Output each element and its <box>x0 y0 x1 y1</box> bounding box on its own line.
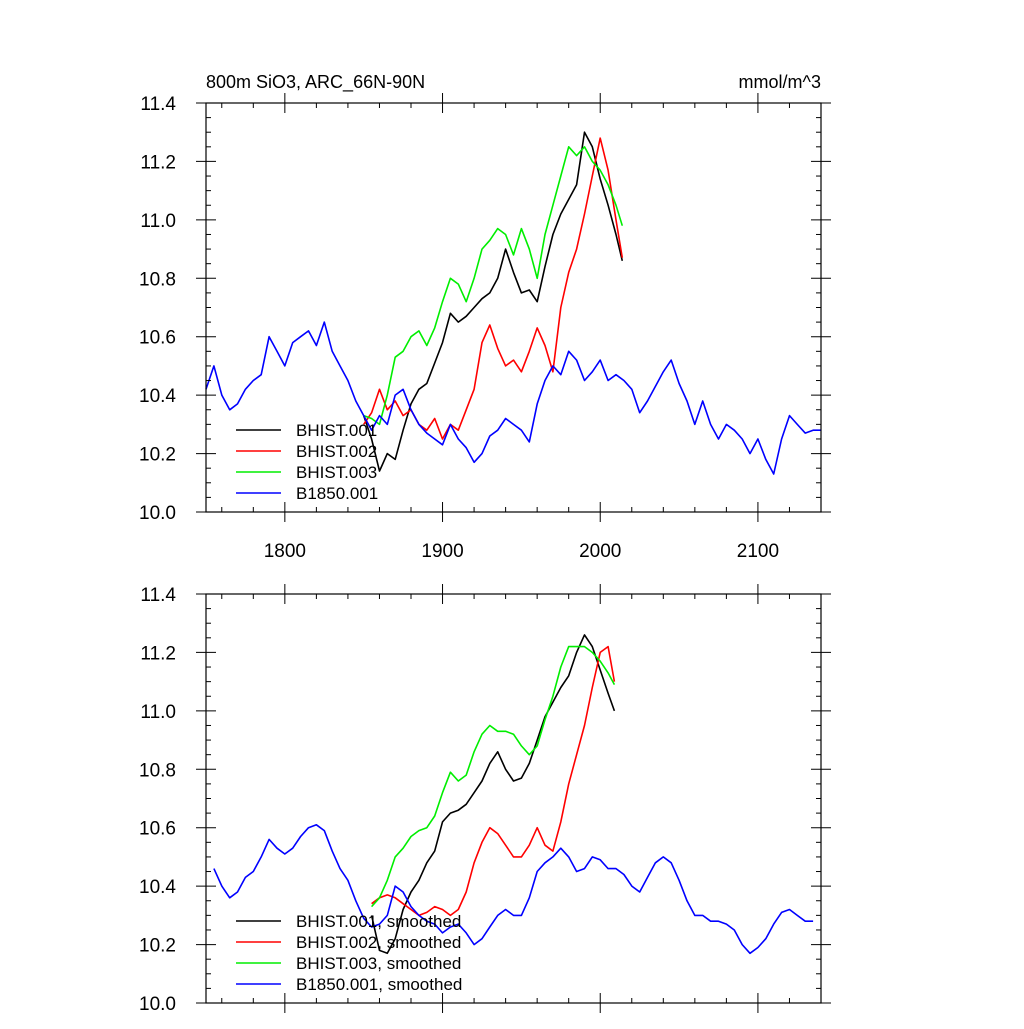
x-tick-label: 2000 <box>579 541 621 562</box>
legend-label: B1850.001, smoothed <box>296 975 462 994</box>
chart-panel-2: 10.0 10.2 10.4 10.6 10.8 11.0 11.2 11.4 BHIST.00… <box>139 584 831 1015</box>
chart-title: 800m SiO3, ARC_66N-90N <box>206 72 425 93</box>
x-tick-label: 1900 <box>421 541 463 562</box>
y-tick-label: 11.4 <box>140 585 176 606</box>
series-line-1 <box>370 634 616 955</box>
legend-label: B1850.001 <box>296 484 378 503</box>
series-line-3 <box>363 146 624 426</box>
y-tick-label: 10.6 <box>139 328 176 349</box>
y-tick-label: 11.0 <box>140 211 176 232</box>
legend-label: BHIST.003 <box>296 463 377 482</box>
y-tick-label: 10.8 <box>139 760 176 781</box>
y-tick-label: 11.2 <box>140 152 176 173</box>
legend-label: BHIST.001, smoothed <box>296 912 461 931</box>
legend-label: BHIST.002, smoothed <box>296 933 461 952</box>
legend-label: BHIST.002 <box>296 442 377 461</box>
y-tick-label: 10.8 <box>139 269 176 290</box>
series-line-4 <box>205 321 821 475</box>
y-tick-label: 11.0 <box>140 702 176 723</box>
legend-label: BHIST.003, smoothed <box>296 954 461 973</box>
x-tick-label: 2100 <box>737 541 779 562</box>
series-line-1 <box>362 131 624 472</box>
y-tick-label: 10.6 <box>139 819 176 840</box>
legend-label: BHIST.001 <box>296 421 377 440</box>
y-tick-label: 11.2 <box>140 643 176 664</box>
series-line-2 <box>363 137 624 440</box>
y-tick-label: 10.0 <box>139 994 176 1015</box>
x-tick-label: 1800 <box>264 541 306 562</box>
y-tick-label: 10.4 <box>139 877 176 898</box>
series-line-3 <box>371 645 616 908</box>
chart-panel-1: 1800 1900 2000 2100 10.0 10.2 10.4 10.6 10.8 11.0… <box>139 72 831 562</box>
y-tick-label: 10.2 <box>139 445 176 466</box>
y-tick-label: 10.2 <box>139 936 176 957</box>
series-line-2 <box>371 645 616 917</box>
series-line-4 <box>213 823 814 955</box>
y-tick-label: 10.4 <box>139 386 176 407</box>
y-tick-label: 10.0 <box>139 503 176 524</box>
units-label: mmol/m^3 <box>739 72 821 92</box>
y-tick-label: 11.4 <box>140 94 176 115</box>
